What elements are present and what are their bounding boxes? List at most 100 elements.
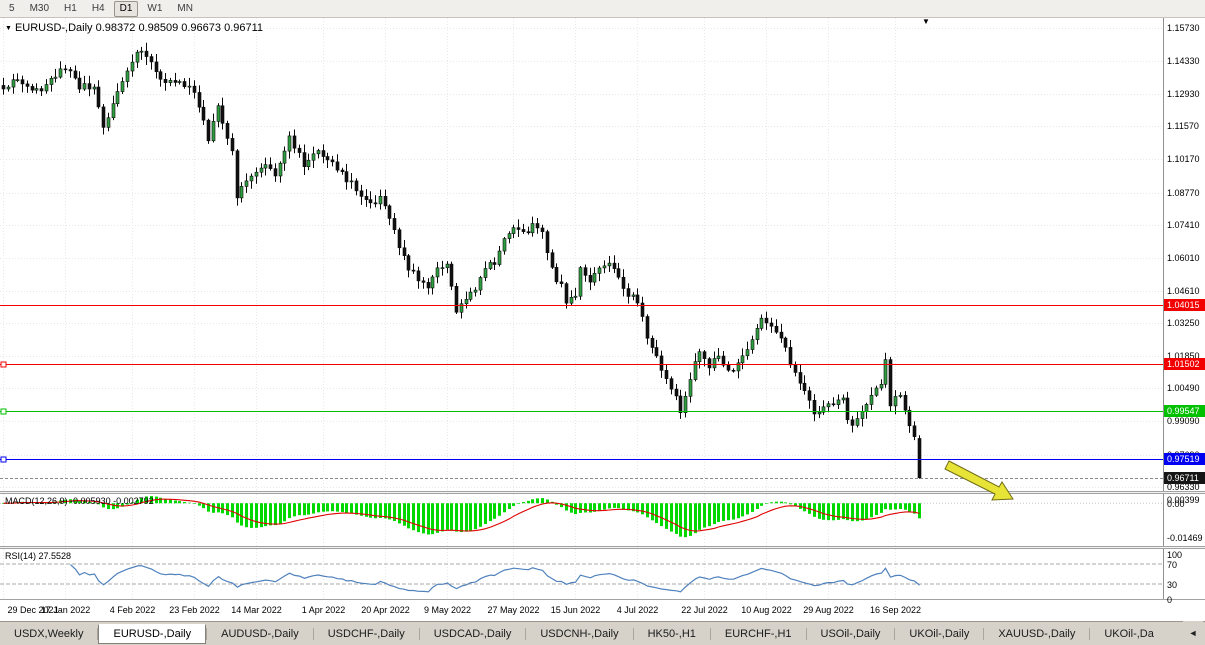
axis-rsi-label: 70 bbox=[1167, 560, 1178, 570]
pane-divider-macd[interactable] bbox=[0, 491, 1205, 494]
grid bbox=[0, 18, 1163, 491]
date-axis-label: 10 Aug 2022 bbox=[741, 605, 792, 615]
rsi-value: 27.5528 bbox=[38, 551, 72, 561]
price-badge-0.97519: 0.97519 bbox=[1164, 452, 1205, 465]
date-axis-label: 15 Jun 2022 bbox=[550, 605, 601, 615]
axis-macd-label: -0.01469 bbox=[1167, 533, 1203, 544]
tab-usdx-weekly[interactable]: USDX,Weekly bbox=[14, 627, 84, 640]
tab-audusd-daily[interactable]: AUDUSD-,Daily bbox=[221, 627, 299, 640]
tab-separator bbox=[1089, 627, 1091, 640]
chart-window[interactable]: ▼ EURUSD-,Daily 0.98372 0.98509 0.96673 0… bbox=[0, 18, 1205, 621]
timeframe-button-mn[interactable]: MN bbox=[177, 2, 193, 14]
pane-divider-rsi[interactable] bbox=[0, 546, 1205, 549]
axis-macd-label: 0.00 bbox=[1167, 499, 1185, 510]
tab-xauusd-daily[interactable]: XAUUSD-,Daily bbox=[998, 627, 1076, 640]
date-axis-label: 27 May 2022 bbox=[487, 605, 540, 615]
timeframe-button-d1[interactable]: D1 bbox=[113, 0, 139, 17]
axis-price-label: 1.07410 bbox=[1167, 219, 1200, 230]
timeframe-button-5[interactable]: 5 bbox=[9, 2, 15, 14]
price-axis[interactable]: 1.15730 1.14330 1.12930 1.11570 1.10170 1.087… bbox=[1163, 18, 1205, 605]
chart-dropdown-icon[interactable]: ▼ bbox=[5, 25, 12, 32]
date-axis-label: 14 Mar 2022 bbox=[231, 605, 282, 615]
axis-price-label: 1.14330 bbox=[1167, 56, 1200, 67]
axis-price-label: 1.08770 bbox=[1167, 187, 1200, 198]
hline-handle[interactable] bbox=[0, 361, 7, 368]
macd-signal-line bbox=[3, 498, 920, 532]
tab-separator bbox=[312, 627, 314, 640]
axis-rsi-label: 100 bbox=[1167, 550, 1183, 560]
hline-handle[interactable] bbox=[0, 408, 7, 415]
macd-label: MACD(12,26,9) -0.005930 -0.002792 bbox=[5, 496, 154, 506]
tab-hk50-h1[interactable]: HK50-,H1 bbox=[647, 627, 696, 640]
tabs-scroll-left-button[interactable]: ◄ bbox=[1183, 621, 1203, 645]
date-axis[interactable]: 29 Dec 2021 17 Jan 2022 4 Feb 2022 23 Feb 2… bbox=[0, 599, 1205, 621]
timeframe-button-m30[interactable]: M30 bbox=[29, 2, 50, 14]
axis-price-label: 1.01850 bbox=[1167, 351, 1200, 362]
macd-name: MACD(12,26,9) bbox=[5, 496, 68, 506]
tab-separator bbox=[206, 627, 208, 640]
date-axis-label: 22 Jul 2022 bbox=[681, 605, 728, 615]
timeframe-bar: 5 M30 H1 H4 D1 W1 MN bbox=[3, 0, 199, 17]
hline-handle[interactable] bbox=[0, 456, 7, 463]
tab-separator bbox=[418, 627, 420, 640]
axis-price-label: 1.10170 bbox=[1167, 154, 1200, 165]
axis-price-label: 1.12930 bbox=[1167, 89, 1200, 100]
tab-separator bbox=[983, 627, 985, 640]
timeframe-toolbar: 5 M30 H1 H4 D1 W1 MN bbox=[0, 0, 1205, 18]
tab-eurusd-daily[interactable]: EURUSD-,Daily bbox=[98, 623, 207, 644]
axis-rsi-label: 0 bbox=[1167, 595, 1173, 605]
chart-shift-marker-icon[interactable]: ▼ bbox=[922, 17, 930, 26]
tab-separator bbox=[894, 627, 896, 640]
timeframe-button-h4[interactable]: H4 bbox=[91, 2, 105, 14]
current-price-badge: 0.96711 bbox=[1164, 471, 1205, 484]
macd-values: -0.005930 -0.002792 bbox=[70, 496, 154, 506]
timeframe-button-h1[interactable]: H1 bbox=[64, 2, 77, 14]
axis-price-label: 0.99090 bbox=[1167, 416, 1200, 427]
date-axis-label: 29 Aug 2022 bbox=[803, 605, 854, 615]
tab-ukoil-daily[interactable]: UKOil-,Daily bbox=[909, 627, 970, 640]
chart-symbol-period: EURUSD-,Daily bbox=[14, 22, 93, 34]
chart-tab-bar: USDX,Weekly EURUSD-,Daily AUDUSD-,Daily USD… bbox=[0, 621, 1205, 645]
chart-ohlc-values: 0.98372 0.98509 0.96673 0.96711 bbox=[95, 22, 264, 34]
axis-price-label: 1.11570 bbox=[1167, 121, 1199, 132]
date-axis-label: 23 Feb 2022 bbox=[169, 605, 220, 615]
tab-separator bbox=[97, 627, 99, 640]
tab-usdcnh-daily[interactable]: USDCNH-,Daily bbox=[540, 627, 619, 640]
axis-price-label: 1.03250 bbox=[1167, 318, 1200, 329]
date-axis-label: 4 Jul 2022 bbox=[616, 605, 659, 615]
timeframe-button-w1[interactable]: W1 bbox=[147, 2, 163, 14]
tab-separator bbox=[805, 627, 807, 640]
date-axis-label: 4 Feb 2022 bbox=[109, 605, 156, 615]
chart-title: ▼ EURUSD-,Daily 0.98372 0.98509 0.96673 0… bbox=[5, 22, 263, 34]
axis-price-label: 1.15730 bbox=[1167, 22, 1200, 33]
macd-chart[interactable] bbox=[0, 494, 1163, 546]
axis-price-label: 1.00490 bbox=[1167, 383, 1200, 394]
tab-separator bbox=[525, 627, 527, 640]
date-axis-label: 1 Apr 2022 bbox=[301, 605, 346, 615]
tab-separator bbox=[709, 627, 711, 640]
axis-macd-label: 0.00399 bbox=[1167, 495, 1200, 505]
date-axis-label: 9 May 2022 bbox=[423, 605, 472, 615]
tab-ukoil-da[interactable]: UKOil-,Da bbox=[1104, 627, 1154, 640]
rsi-label: RSI(14) 27.5528 bbox=[5, 551, 71, 561]
tab-usdchf-daily[interactable]: USDCHF-,Daily bbox=[327, 627, 405, 640]
tab-eurchf-h1[interactable]: EURCHF-,H1 bbox=[724, 627, 792, 640]
date-axis-label: 17 Jan 2022 bbox=[40, 605, 91, 615]
rsi-name: RSI(14) bbox=[5, 551, 37, 561]
axis-price-label: 1.06010 bbox=[1167, 252, 1200, 263]
rsi-chart[interactable] bbox=[0, 549, 1163, 599]
axis-price-label: 1.04610 bbox=[1167, 285, 1200, 296]
tab-usdcad-daily[interactable]: USDCAD-,Daily bbox=[433, 627, 512, 640]
date-axis-label: 20 Apr 2022 bbox=[361, 605, 410, 615]
date-axis-label: 16 Sep 2022 bbox=[869, 605, 922, 615]
rsi-line bbox=[70, 564, 920, 593]
price-chart[interactable] bbox=[0, 18, 1163, 491]
tab-usoil-daily[interactable]: USOil-,Daily bbox=[820, 627, 881, 640]
price-badge-0.99547: 0.99547 bbox=[1164, 404, 1205, 417]
price-badge-1.04015: 1.04015 bbox=[1164, 298, 1205, 311]
candles bbox=[1, 42, 922, 479]
date-axis-label: 29 Dec 2021 bbox=[7, 605, 59, 615]
macd-histogram bbox=[2, 496, 921, 538]
price-badge-1.01502: 1.01502 bbox=[1164, 358, 1205, 371]
